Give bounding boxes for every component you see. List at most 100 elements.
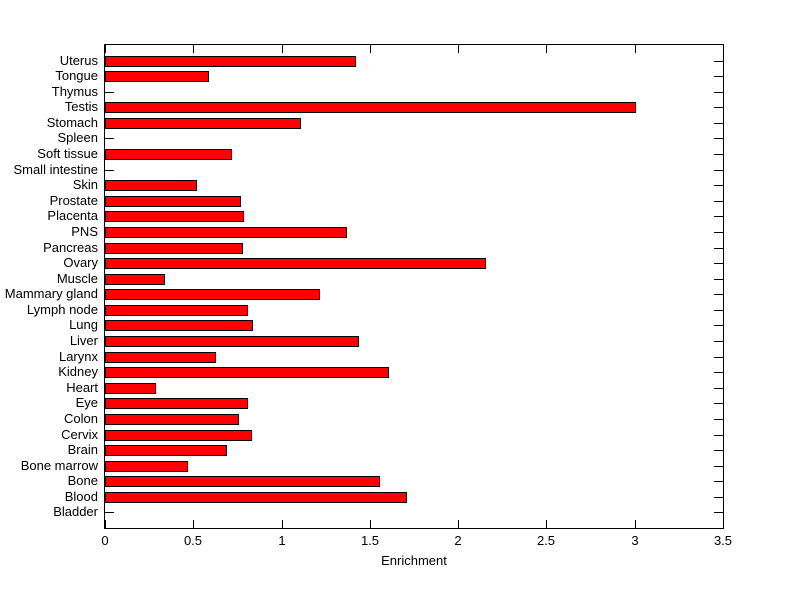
xtick-label-3: 3: [631, 533, 639, 548]
ytick-label-prostate: Prostate: [49, 193, 98, 208]
y-tick-right: [714, 170, 723, 171]
plot-area: [104, 44, 724, 529]
bar-liver: [105, 336, 359, 347]
xtick-label-3-5: 3.5: [713, 533, 733, 548]
y-tick-right: [714, 61, 723, 62]
ytick-label-cervix: Cervix: [61, 427, 98, 442]
xtick-label-1: 1: [278, 533, 286, 548]
bar-muscle: [105, 274, 165, 285]
x-tick-top: [193, 45, 194, 53]
ytick-label-ovary: Ovary: [63, 255, 98, 270]
bar-stomach: [105, 118, 301, 129]
bar-heart: [105, 383, 156, 394]
x-tick-bottom: [635, 520, 636, 528]
ytick-label-muscle: Muscle: [56, 271, 98, 286]
x-axis-label: Enrichment: [381, 553, 447, 568]
bar-testis: [105, 102, 636, 113]
ytick-label-kidney: Kidney: [58, 364, 98, 379]
x-tick-top: [370, 45, 371, 53]
bar-blood: [105, 492, 407, 503]
xtick-label-2-5: 2.5: [536, 533, 556, 548]
xtick-label-2: 2: [454, 533, 462, 548]
y-tick-left: [105, 92, 114, 93]
x-tick-bottom: [546, 520, 547, 528]
bar-brain: [105, 445, 227, 456]
y-tick-right: [714, 435, 723, 436]
y-tick-right: [714, 512, 723, 513]
ytick-label-bone-marrow: Bone marrow: [20, 458, 98, 473]
x-tick-bottom: [723, 520, 724, 528]
ytick-label-heart: Heart: [66, 380, 98, 395]
x-tick-bottom: [458, 520, 459, 528]
y-tick-right: [714, 294, 723, 295]
bar-mammary-gland: [105, 289, 320, 300]
xtick-label-1-5: 1.5: [360, 533, 380, 548]
y-tick-right: [714, 325, 723, 326]
xtick-label-0: 0: [101, 533, 109, 548]
ytick-label-soft-tissue: Soft tissue: [37, 146, 98, 161]
bar-cervix: [105, 430, 252, 441]
bar-colon: [105, 414, 239, 425]
y-tick-left: [105, 138, 114, 139]
y-tick-right: [714, 279, 723, 280]
y-tick-right: [714, 123, 723, 124]
y-tick-right: [714, 216, 723, 217]
y-tick-right: [714, 138, 723, 139]
ytick-label-bladder: Bladder: [53, 504, 98, 519]
ytick-label-mammary-gland: Mammary gland: [4, 286, 98, 301]
ytick-label-eye: Eye: [75, 395, 98, 410]
y-tick-left: [105, 170, 114, 171]
y-tick-right: [714, 419, 723, 420]
bar-ovary: [105, 258, 486, 269]
x-tick-top: [546, 45, 547, 53]
y-tick-right: [714, 185, 723, 186]
x-tick-top: [458, 45, 459, 53]
y-tick-right: [714, 466, 723, 467]
x-tick-bottom: [193, 520, 194, 528]
bar-bone-marrow: [105, 461, 188, 472]
x-tick-top: [723, 45, 724, 53]
y-tick-right: [714, 403, 723, 404]
bar-lung: [105, 320, 253, 331]
y-tick-right: [714, 248, 723, 249]
y-tick-right: [714, 76, 723, 77]
bar-tongue: [105, 71, 209, 82]
y-tick-right: [714, 92, 723, 93]
ytick-label-liver: Liver: [69, 333, 98, 348]
ytick-label-placenta: Placenta: [47, 208, 98, 223]
bar-bone: [105, 476, 380, 487]
bar-lymph-node: [105, 305, 248, 316]
bar-soft-tissue: [105, 149, 232, 160]
x-tick-bottom: [105, 520, 106, 528]
y-tick-right: [714, 201, 723, 202]
y-tick-right: [714, 497, 723, 498]
y-tick-right: [714, 357, 723, 358]
x-tick-top: [282, 45, 283, 53]
bar-larynx: [105, 352, 216, 363]
ytick-label-colon: Colon: [64, 411, 98, 426]
x-tick-bottom: [370, 520, 371, 528]
bar-uterus: [105, 56, 356, 67]
x-tick-top: [105, 45, 106, 53]
ytick-label-thymus: Thymus: [51, 84, 98, 99]
ytick-label-larynx: Larynx: [58, 349, 98, 364]
y-tick-right: [714, 232, 723, 233]
y-tick-right: [714, 450, 723, 451]
y-tick-left: [105, 512, 114, 513]
ytick-label-pns: PNS: [71, 224, 98, 239]
ytick-label-tongue: Tongue: [55, 68, 98, 83]
ytick-label-small-intestine: Small intestine: [13, 162, 98, 177]
bar-placenta: [105, 211, 244, 222]
ytick-label-testis: Testis: [64, 99, 98, 114]
y-tick-right: [714, 310, 723, 311]
ytick-label-pancreas: Pancreas: [43, 240, 98, 255]
ytick-label-stomach: Stomach: [46, 115, 98, 130]
y-tick-right: [714, 154, 723, 155]
bar-pns: [105, 227, 347, 238]
ytick-label-brain: Brain: [67, 442, 98, 457]
ytick-label-lymph-node: Lymph node: [26, 302, 98, 317]
ytick-label-skin: Skin: [72, 177, 98, 192]
x-tick-bottom: [282, 520, 283, 528]
y-tick-right: [714, 341, 723, 342]
